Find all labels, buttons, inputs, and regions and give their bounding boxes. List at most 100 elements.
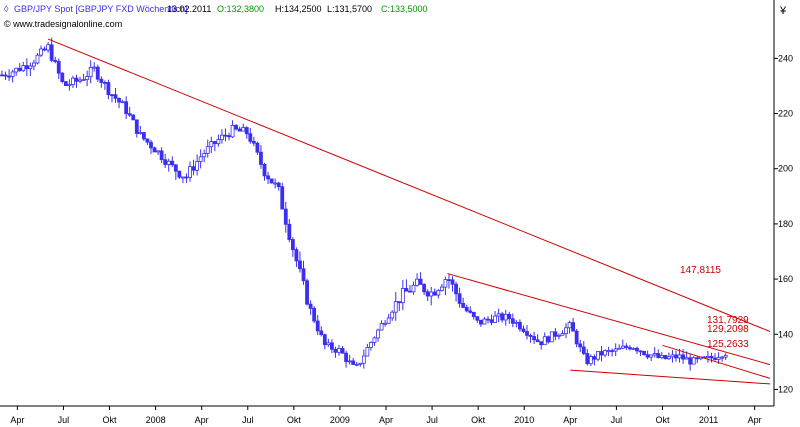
candle-body bbox=[141, 132, 146, 140]
trendline-level-label: 131,7929 bbox=[707, 315, 749, 326]
candle-body bbox=[429, 291, 434, 297]
candle-body bbox=[361, 355, 366, 364]
x-tick-label: 2008 bbox=[146, 415, 166, 425]
x-tick-label: Apr bbox=[563, 415, 577, 425]
trendline[interactable] bbox=[570, 369, 771, 385]
candle-body bbox=[372, 337, 377, 343]
header-low: L:131,5700 bbox=[327, 4, 372, 14]
candle-body bbox=[500, 313, 505, 321]
trendline[interactable] bbox=[662, 344, 771, 379]
x-tick-label: Apr bbox=[195, 415, 209, 425]
candle-body bbox=[542, 336, 547, 346]
candle-body bbox=[290, 239, 295, 251]
x-tick-label: Apr bbox=[748, 415, 762, 425]
candle-body bbox=[163, 159, 168, 165]
x-tick-label: 2010 bbox=[514, 415, 534, 425]
candle-body bbox=[716, 357, 721, 360]
candle-body bbox=[613, 348, 618, 352]
candle-body bbox=[138, 132, 143, 134]
x-tick-label: Apr bbox=[379, 415, 393, 425]
trendline[interactable] bbox=[47, 38, 771, 332]
candle-body bbox=[663, 355, 668, 360]
candle-body bbox=[244, 127, 249, 135]
candle-body bbox=[145, 138, 150, 143]
candle-body bbox=[393, 301, 398, 313]
candle-body bbox=[436, 290, 441, 296]
y-tick-label: 220 bbox=[778, 109, 793, 119]
candle-body bbox=[404, 288, 409, 292]
candle-body bbox=[71, 77, 75, 86]
candle-body bbox=[301, 268, 306, 282]
candle-body bbox=[344, 352, 348, 362]
candle-body bbox=[369, 341, 373, 348]
candle-body bbox=[464, 306, 469, 312]
y-tick-label: 120 bbox=[778, 384, 793, 394]
candle-body bbox=[659, 355, 664, 358]
y-tick-label: 240 bbox=[778, 53, 793, 63]
candle-body bbox=[49, 44, 54, 61]
candle-body bbox=[652, 353, 657, 356]
candle-body bbox=[46, 44, 51, 51]
candle-body bbox=[255, 142, 260, 153]
candle-body bbox=[106, 82, 111, 96]
candle-body bbox=[503, 313, 508, 321]
chart-title: GBP/JPY Spot [GBPJPY FXD Wöchentlich] bbox=[14, 4, 188, 14]
candle-body bbox=[649, 354, 654, 358]
candle-body bbox=[468, 310, 473, 313]
candle-body bbox=[223, 134, 228, 137]
candle-body bbox=[624, 345, 629, 348]
candle-body bbox=[195, 161, 200, 171]
candle-body bbox=[198, 156, 203, 162]
candle-body bbox=[691, 357, 696, 365]
candle-body bbox=[461, 302, 466, 308]
candle-body bbox=[173, 164, 178, 172]
candle-body bbox=[599, 351, 604, 356]
candle-body bbox=[493, 315, 497, 323]
candle-body bbox=[521, 328, 526, 332]
candle-body bbox=[273, 182, 278, 185]
candle-body bbox=[56, 61, 61, 74]
candle-body bbox=[134, 119, 139, 134]
candle-body bbox=[376, 329, 380, 339]
candle-body bbox=[319, 330, 324, 336]
x-tick-label: 2009 bbox=[330, 415, 350, 425]
candle-body bbox=[330, 342, 334, 350]
x-tick-label: 2011 bbox=[699, 415, 718, 425]
candle-body bbox=[574, 330, 579, 345]
candle-body bbox=[532, 336, 537, 341]
candle-body bbox=[638, 350, 643, 353]
candle-body bbox=[276, 182, 281, 188]
candle-body bbox=[447, 279, 451, 281]
candle-body bbox=[383, 322, 388, 325]
x-tick-label: Jul bbox=[426, 415, 438, 425]
candle-body bbox=[305, 280, 309, 305]
scale-toggle-icon[interactable]: ¥ bbox=[779, 5, 787, 17]
candle-body bbox=[3, 74, 8, 77]
x-tick-label: Okt bbox=[103, 415, 118, 425]
candle-body bbox=[635, 347, 639, 352]
candle-body bbox=[478, 319, 483, 325]
candle-body bbox=[113, 94, 118, 99]
candle-body bbox=[518, 321, 522, 330]
candle-body bbox=[152, 147, 157, 153]
candle-body bbox=[216, 139, 221, 145]
candle-body bbox=[181, 176, 185, 179]
candle-body bbox=[617, 347, 622, 350]
header-high: H:134,2500 bbox=[275, 4, 322, 14]
candle-body bbox=[308, 303, 313, 309]
candle-body bbox=[535, 339, 540, 343]
trendline[interactable] bbox=[447, 273, 771, 366]
candle-body bbox=[99, 78, 104, 83]
candle-body bbox=[32, 62, 36, 67]
candle-body bbox=[557, 334, 561, 337]
candle-body bbox=[695, 357, 700, 360]
x-tick-label: Okt bbox=[287, 415, 302, 425]
candle-body bbox=[578, 343, 583, 348]
candle-body bbox=[333, 348, 338, 353]
candle-body bbox=[95, 66, 100, 80]
candle-body bbox=[53, 59, 58, 62]
x-tick-label: Jul bbox=[58, 415, 70, 425]
candle-body bbox=[234, 124, 239, 130]
